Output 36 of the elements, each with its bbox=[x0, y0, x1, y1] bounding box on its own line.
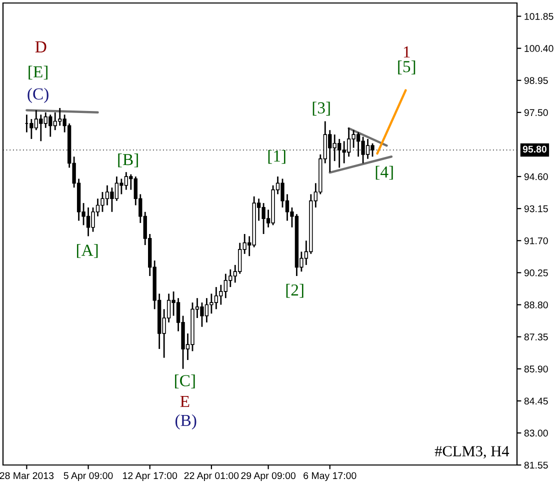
x-tick-label: 22 Apr 01:00 bbox=[184, 472, 239, 482]
y-tick-label: 88.80 bbox=[524, 301, 548, 308]
ref-line-label: 95.80 bbox=[522, 146, 546, 153]
y-tick-label: 85.90 bbox=[524, 366, 548, 372]
y-tick-label: 101.85 bbox=[524, 12, 554, 20]
annotation: [B] bbox=[118, 153, 138, 168]
y-tick-label: 93.15 bbox=[524, 205, 548, 212]
y-tick-label: 81.55 bbox=[524, 462, 548, 469]
annotation: D bbox=[35, 41, 46, 52]
y-tick-label: 84.45 bbox=[524, 398, 548, 405]
annotation: E bbox=[180, 396, 190, 407]
annotation: [A] bbox=[76, 244, 98, 258]
annotation: #CLM3, H4 bbox=[434, 446, 510, 459]
x-tick-label: 6 May 17:00 bbox=[304, 472, 356, 482]
y-tick-label: 87.35 bbox=[524, 334, 548, 340]
annotation: [1] bbox=[268, 150, 286, 164]
annotation: [E] bbox=[28, 66, 48, 80]
annotation: [4] bbox=[376, 166, 393, 180]
y-tick-label: 91.70 bbox=[524, 237, 548, 244]
y-tick-label: 83.00 bbox=[524, 430, 548, 437]
annotation: (B) bbox=[175, 414, 196, 430]
x-tick-label: 12 Apr 17:00 bbox=[123, 472, 178, 482]
y-tick-label: 94.60 bbox=[524, 173, 548, 180]
annotation: [3] bbox=[312, 102, 330, 116]
x-tick-label: 29 Apr 09:00 bbox=[241, 472, 296, 482]
y-tick-label: 98.95 bbox=[524, 77, 548, 84]
annotation: (C) bbox=[28, 88, 48, 103]
annotation: 1 bbox=[404, 46, 410, 58]
annotation: [2] bbox=[286, 284, 304, 298]
annotation: [C] bbox=[175, 374, 195, 388]
y-tick-label: 100.40 bbox=[524, 45, 554, 52]
y-tick-label: 90.25 bbox=[524, 269, 548, 276]
annotation: [5] bbox=[398, 60, 416, 74]
y-tick-label: 97.50 bbox=[524, 109, 548, 116]
x-tick-label: 5 Apr 09:00 bbox=[64, 472, 113, 482]
x-tick-label: 28 Mar 2013 bbox=[0, 472, 54, 480]
